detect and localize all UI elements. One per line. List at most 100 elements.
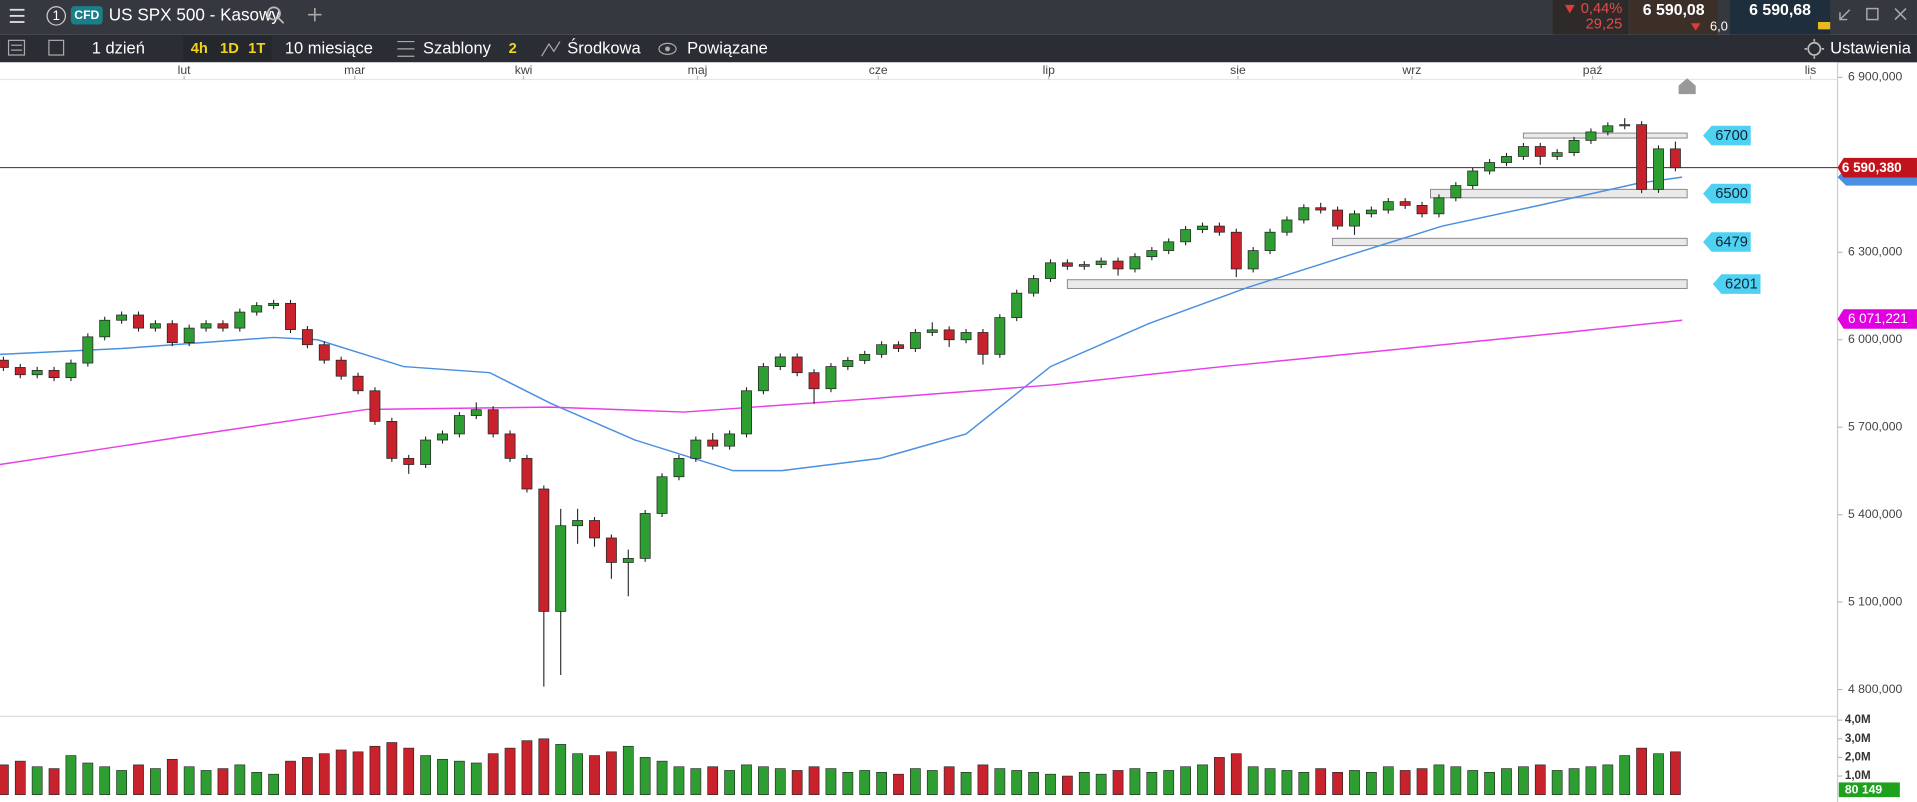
toolbar-icons[interactable] xyxy=(7,39,65,56)
candle-body xyxy=(977,332,989,355)
volume-bar xyxy=(893,773,904,795)
window-icons[interactable] xyxy=(1839,7,1907,21)
volume-bar xyxy=(538,738,550,795)
volume-bar xyxy=(268,773,279,795)
candle-body xyxy=(876,344,888,355)
candle-body xyxy=(268,302,280,307)
volume-bar xyxy=(82,762,94,795)
x-tick-label: sie xyxy=(1230,63,1246,77)
zone-tag[interactable] xyxy=(1703,232,1751,252)
candle-body xyxy=(65,362,77,379)
candle-body xyxy=(1315,207,1327,211)
volume-bar xyxy=(335,749,347,795)
candle-body xyxy=(656,476,668,514)
search-icon[interactable] xyxy=(266,6,285,24)
last-price-label: 6 590,380 xyxy=(1842,160,1902,175)
candle-body xyxy=(741,390,752,435)
candle-body xyxy=(1382,201,1394,211)
templates-icon[interactable] xyxy=(397,40,415,57)
volume-bar xyxy=(369,745,381,795)
quick-interval[interactable]: 1T xyxy=(248,41,265,57)
y-tick-label: 6 900,000 xyxy=(1848,70,1903,84)
zone-tag[interactable] xyxy=(1703,183,1751,204)
candle-body xyxy=(994,317,1006,355)
sell-price[interactable]: 6 590,08 xyxy=(1643,2,1705,19)
candle-body xyxy=(690,439,702,459)
volume-bar xyxy=(1028,772,1039,795)
range[interactable]: 10 miesiące xyxy=(285,39,373,57)
volume-bar xyxy=(808,766,820,795)
zone-tag[interactable] xyxy=(1712,274,1761,294)
volume-bar xyxy=(386,742,398,795)
scroll-marker[interactable] xyxy=(1678,78,1696,95)
candle-body xyxy=(960,332,972,341)
zone[interactable] xyxy=(1066,279,1688,289)
zone-label[interactable]: 6201 xyxy=(1725,277,1758,293)
candle-body xyxy=(605,537,617,563)
buy-box[interactable] xyxy=(1729,0,1831,35)
spread: 6,0 xyxy=(1710,18,1728,33)
indicator-icon[interactable] xyxy=(541,41,561,57)
volume-bar xyxy=(48,768,60,795)
eye-icon[interactable] xyxy=(658,42,677,56)
volume-bar xyxy=(1399,770,1411,795)
cfd-label: CFD xyxy=(74,8,99,22)
quick-interval[interactable]: 4h xyxy=(191,41,208,57)
templates-count[interactable]: 2 xyxy=(509,41,517,57)
candle-body xyxy=(437,433,448,441)
zone[interactable] xyxy=(1430,188,1688,199)
candle-body xyxy=(116,314,128,321)
volume-bar xyxy=(774,768,786,795)
ma-value-label: 6 071,221 xyxy=(1848,311,1908,326)
zone-label[interactable]: 6700 xyxy=(1715,128,1748,144)
menu-icon[interactable] xyxy=(9,8,25,23)
volume-bar xyxy=(1602,764,1614,795)
candle-body xyxy=(1501,156,1512,163)
volume-bar xyxy=(454,760,465,795)
zone-tag[interactable] xyxy=(1703,125,1751,146)
interval[interactable]: 1 dzień xyxy=(92,39,145,57)
volume-bar xyxy=(1197,764,1208,795)
candle-body xyxy=(1011,292,1023,318)
volume-bar xyxy=(791,770,803,795)
indicator[interactable]: Środkowa xyxy=(567,38,641,57)
volume-bar xyxy=(1062,775,1073,795)
quick-interval[interactable]: 1D xyxy=(220,41,239,57)
volume-bar xyxy=(166,758,178,795)
candle-body xyxy=(538,488,550,612)
candle-body xyxy=(909,332,921,349)
candle-body xyxy=(1332,209,1344,227)
sell-box[interactable] xyxy=(1629,0,1718,35)
zone[interactable] xyxy=(1522,132,1688,139)
tab-circle[interactable] xyxy=(46,6,67,26)
volume-bar xyxy=(1551,770,1563,795)
x-tick-label: lip xyxy=(1043,63,1055,77)
zone-label[interactable]: 6500 xyxy=(1715,186,1748,202)
instrument-title[interactable]: US SPX 500 - Kasowy xyxy=(109,5,281,24)
zone[interactable] xyxy=(1332,237,1688,247)
tab-number[interactable]: 1 xyxy=(53,8,60,23)
add-tab[interactable] xyxy=(308,7,322,22)
candle-body xyxy=(1450,185,1462,199)
candle-body xyxy=(1365,209,1377,215)
candle-body xyxy=(1045,262,1056,279)
candle-body xyxy=(572,520,584,527)
candle-body xyxy=(420,439,432,465)
volume-bar xyxy=(1315,768,1327,795)
volume-bar xyxy=(1349,770,1360,795)
zone-label[interactable]: 6479 xyxy=(1715,234,1748,250)
volume-bar xyxy=(200,770,212,795)
volume-bar xyxy=(724,770,735,795)
linked[interactable]: Powiązane xyxy=(687,39,768,57)
volume-bar xyxy=(234,764,246,795)
volume-bar xyxy=(1011,770,1023,795)
candle-body xyxy=(1399,201,1411,206)
settings-icon[interactable] xyxy=(1804,39,1825,59)
candle-body xyxy=(234,311,246,329)
templates[interactable]: Szablony xyxy=(423,39,492,57)
volume-bar xyxy=(707,766,719,795)
volume-bar xyxy=(960,772,972,795)
settings[interactable]: Ustawienia xyxy=(1830,39,1912,57)
buy-price[interactable]: 6 590,68 xyxy=(1749,2,1811,19)
